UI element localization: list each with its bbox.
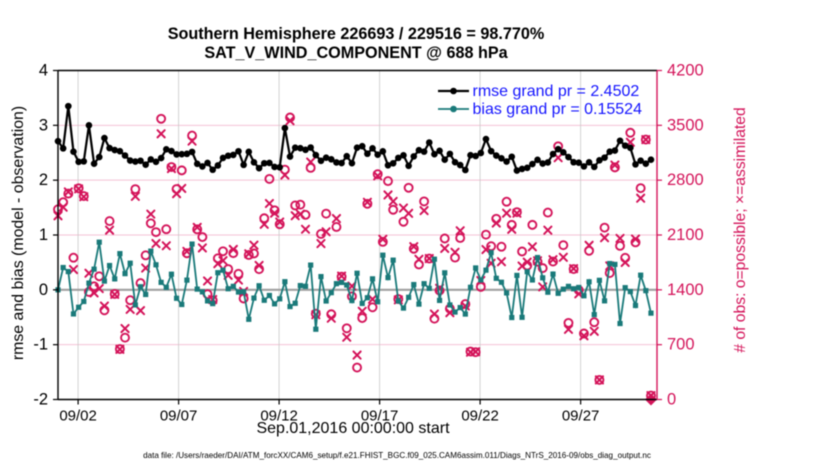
svg-text:rmse grand pr = 2.4502: rmse grand pr = 2.4502 xyxy=(473,83,640,100)
svg-text:0: 0 xyxy=(667,391,676,409)
svg-text:rmse and bias (model - observa: rmse and bias (model - observation) xyxy=(10,106,27,360)
svg-text:2: 2 xyxy=(39,171,48,189)
svg-text:data file: /Users/raeder/DAI/A: data file: /Users/raeder/DAI/ATM_forcXX/… xyxy=(143,451,651,460)
svg-text:-1: -1 xyxy=(33,336,48,354)
svg-text:2100: 2100 xyxy=(667,226,704,244)
svg-text:SAT_V_WIND_COMPONENT @ 688 hPa: SAT_V_WIND_COMPONENT @ 688 hPa xyxy=(204,44,508,62)
svg-text:700: 700 xyxy=(667,336,695,354)
svg-text:0: 0 xyxy=(39,281,48,299)
svg-text:Sep.01,2016 00:00:00 start: Sep.01,2016 00:00:00 start xyxy=(256,420,450,437)
svg-text:1400: 1400 xyxy=(667,281,704,299)
svg-text:09/27: 09/27 xyxy=(562,408,600,425)
svg-text:4: 4 xyxy=(39,62,48,80)
svg-text:3500: 3500 xyxy=(667,116,704,134)
svg-text:1: 1 xyxy=(39,226,48,244)
svg-text:09/22: 09/22 xyxy=(461,408,499,425)
svg-text:3: 3 xyxy=(39,116,48,134)
svg-text:Southern Hemisphere 226693 / 2: Southern Hemisphere 226693 / 229516 = 98… xyxy=(168,25,545,43)
svg-text:2800: 2800 xyxy=(667,171,704,189)
svg-text:# of obs: o=possible; ×=assimi: # of obs: o=possible; ×=assimilated xyxy=(732,107,749,353)
svg-text:4200: 4200 xyxy=(667,62,704,80)
svg-text:09/07: 09/07 xyxy=(160,408,198,425)
svg-text:-2: -2 xyxy=(33,391,48,409)
svg-text:bias grand pr = 0.15524: bias grand pr = 0.15524 xyxy=(473,101,643,118)
svg-text:09/02: 09/02 xyxy=(59,408,97,425)
